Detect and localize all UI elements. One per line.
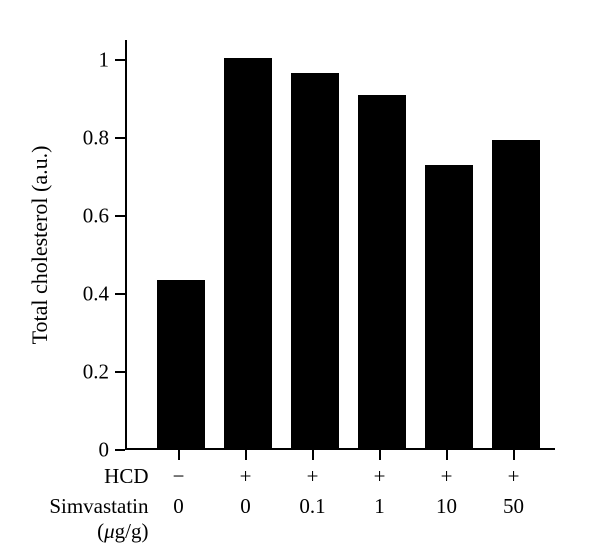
bar [425,165,473,448]
y-tick-label: 0.2 [63,359,109,384]
simvastatin-row-label: Simvastatin (μg/g) [0,494,149,544]
bar [224,58,272,448]
simvastatin-cell: 50 [503,494,524,519]
bar [358,95,406,448]
y-tick-label: 0.8 [63,125,109,150]
simvastatin-cell: 10 [436,494,457,519]
hcd-row-label: HCD [0,464,149,489]
y-tick-label: 1 [63,47,109,72]
hcd-cell: + [374,464,386,489]
y-tick [115,371,125,373]
y-tick [115,59,125,61]
hcd-cell: + [441,464,453,489]
y-tick [115,449,125,451]
y-axis-title: Total cholesterol (a.u.) [27,146,53,345]
hcd-cell: + [307,464,319,489]
x-tick [446,450,448,460]
hcd-cell: − [173,464,185,489]
y-tick [115,215,125,217]
x-tick [379,450,381,460]
x-tick [513,450,515,460]
simvastatin-cell: 0 [240,494,251,519]
hcd-cell: + [240,464,252,489]
bar [291,73,339,448]
y-tick-label: 0.4 [63,281,109,306]
y-tick-label: 0 [63,438,109,463]
hcd-cell: + [508,464,520,489]
bar [492,140,540,448]
simvastatin-cell: 1 [374,494,385,519]
bar [157,280,205,448]
y-tick-label: 0.6 [63,203,109,228]
plot-area [125,40,555,450]
simvastatin-cell: 0 [173,494,184,519]
simvastatin-cell: 0.1 [299,494,325,519]
x-tick [245,450,247,460]
y-tick [115,137,125,139]
x-tick [178,450,180,460]
x-tick [312,450,314,460]
y-tick [115,293,125,295]
chart-stage: 0 0.2 0.4 0.6 0.8 1 Total cholesterol (a.u.) HC… [0,0,600,544]
